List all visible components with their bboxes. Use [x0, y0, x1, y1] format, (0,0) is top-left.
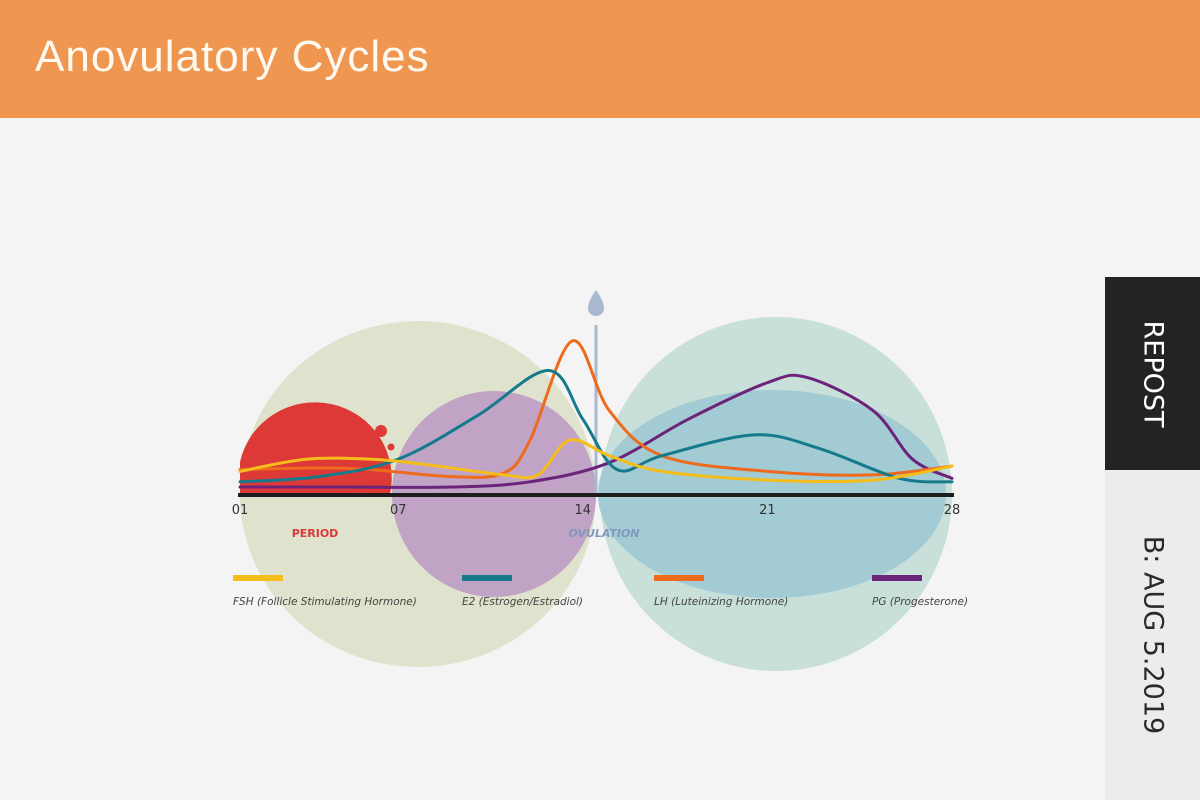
series-line-e2 — [238, 368, 954, 484]
period-label: PERIOD — [292, 527, 339, 540]
legend-label: PG (Progesterone) — [872, 596, 968, 608]
egg-droplet-icon — [588, 290, 604, 316]
period-drop-icon — [375, 443, 383, 451]
period-drop-icon — [387, 443, 395, 451]
x-axis-ticks: 01 07 14 21 28 — [232, 503, 961, 518]
x-tick-label: 28 — [944, 503, 961, 518]
period-drop-icon — [375, 425, 387, 437]
legend-item: E2 (Estrogen/Estradiol) — [462, 575, 583, 608]
series-line-fsh — [238, 438, 954, 484]
x-tick-label: 21 — [759, 503, 776, 518]
legend-swatch — [872, 575, 922, 581]
x-axis-line — [238, 493, 954, 497]
series-layer — [238, 339, 954, 489]
legend-label: LH (Luteinizing Hormone) — [654, 596, 788, 608]
legend-label: FSH (Follicle Stimulating Hormone) — [233, 596, 417, 608]
legend-item: PG (Progesterone) — [872, 575, 968, 608]
repost-label: REPOST — [1137, 320, 1168, 427]
header-banner: Anovulatory Cycles — [0, 0, 1200, 118]
x-tick-label: 01 — [232, 503, 249, 518]
ovulation-line — [594, 325, 598, 494]
date-badge: B: AUG 5.2019 — [1105, 470, 1200, 800]
legend-item: FSH (Follicle Stimulating Hormone) — [233, 575, 417, 608]
series-line-lh — [238, 339, 954, 479]
legend-swatch — [462, 575, 512, 581]
x-tick-label: 14 — [575, 503, 592, 518]
x-tick-label: 07 — [390, 503, 407, 518]
ovulation-label: OVULATION — [568, 527, 639, 540]
legend: FSH (Follicle Stimulating Hormone) E2 (Es… — [233, 575, 968, 608]
legend-swatch — [233, 575, 283, 581]
date-label: B: AUG 5.2019 — [1137, 535, 1168, 735]
series-line-pg — [238, 373, 954, 489]
legend-swatch — [654, 575, 704, 581]
repost-badge: REPOST — [1105, 277, 1200, 470]
legend-label: E2 (Estrogen/Estradiol) — [462, 596, 583, 608]
legend-item: LH (Luteinizing Hormone) — [654, 575, 788, 608]
page-title: Anovulatory Cycles — [35, 32, 430, 81]
